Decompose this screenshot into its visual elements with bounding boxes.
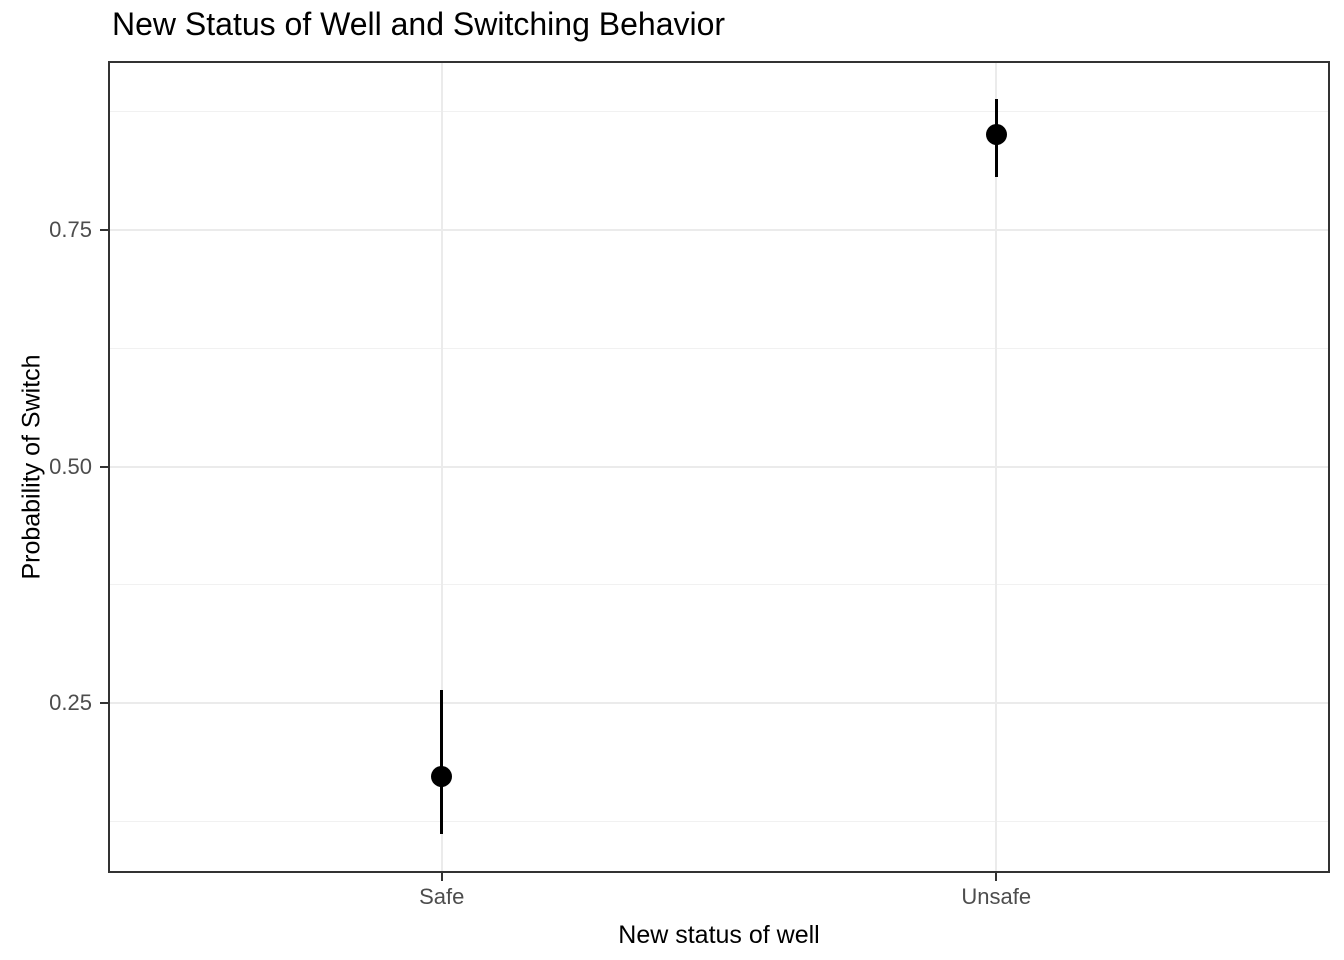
y-minor-gridline — [110, 584, 1328, 586]
y-axis-tick — [100, 228, 109, 231]
y-tick-label: 0.25 — [49, 690, 92, 716]
y-tick-label: 0.75 — [49, 216, 92, 242]
x-axis-tick — [995, 872, 998, 881]
x-axis-title: New status of well — [618, 921, 820, 949]
y-axis-title: Probability of Switch — [17, 354, 46, 580]
plot-title: New Status of Well and Switching Behavio… — [112, 6, 726, 42]
x-tick-label: Safe — [419, 884, 465, 909]
x-major-gridline — [440, 63, 443, 871]
y-axis-tick — [100, 465, 109, 468]
error-bar — [439, 690, 444, 835]
y-tick-label: 0.50 — [49, 453, 92, 479]
y-major-gridline — [110, 228, 1328, 231]
y-minor-gridline — [110, 347, 1328, 349]
y-minor-gridline — [110, 821, 1328, 823]
x-tick-label: Unsafe — [961, 884, 1032, 909]
data-point — [431, 765, 453, 787]
x-axis-tick — [440, 872, 443, 881]
y-major-gridline — [110, 465, 1328, 468]
x-major-gridline — [995, 63, 998, 871]
data-point — [985, 123, 1007, 145]
y-axis-tick — [100, 702, 109, 705]
y-minor-gridline — [110, 110, 1328, 112]
y-major-gridline — [110, 702, 1328, 705]
